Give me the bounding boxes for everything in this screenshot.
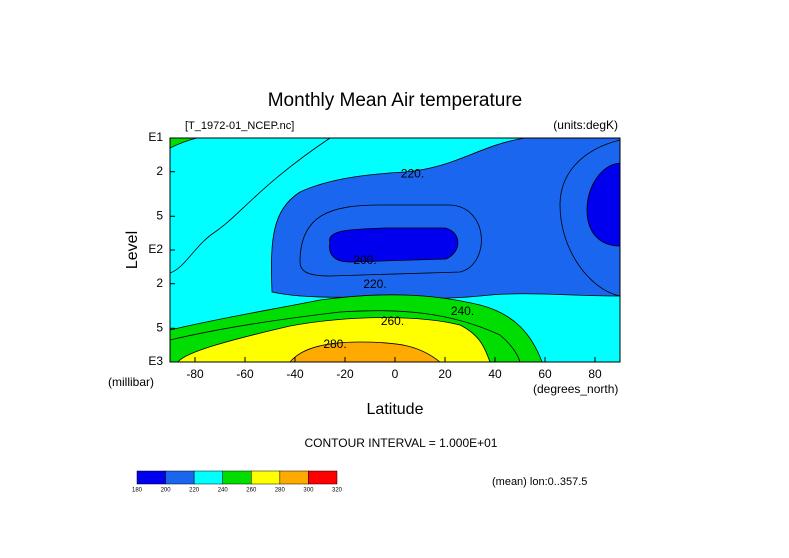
colorbar-box [279,470,309,485]
colorbar-box [308,470,338,485]
x-axis-label: Latitude [367,401,424,418]
y-tick-label: E3 [148,354,163,368]
colorbar-box [165,470,195,485]
contour-label: 280. [323,337,346,351]
contour-label: 220. [401,166,424,180]
contour-label: 260. [381,314,404,328]
y-axis-label: Level [124,231,141,269]
colorbar-box [222,470,252,485]
y-tick-label: 2 [156,276,163,290]
units-label: (units:degK) [553,118,618,132]
x-tick-label: 20 [438,367,452,381]
colorbar-label: 220 [189,488,200,494]
x-tick-label: 80 [588,367,602,381]
colorbar-label: 200 [161,488,172,494]
x-tick-label: -80 [186,367,204,381]
contour-line [559,139,621,297]
contour-interval: CONTOUR INTERVAL = 1.000E+01 [305,436,498,450]
contour-line [169,137,331,274]
footer-note: (mean) lon:0..357.5 [492,476,587,488]
colorbar-label: 180 [132,488,143,494]
field-region [586,162,621,247]
file-label: [T_1972-01_NCEP.nc] [185,120,294,132]
colorbar-box [251,470,281,485]
contour-label: 240. [451,304,474,318]
x-tick-label: 0 [392,367,399,381]
y-tick-label: 5 [156,208,163,222]
x-tick-label: 60 [538,367,552,381]
field-region [329,227,459,263]
x-tick-label: -40 [286,367,304,381]
x-tick-label: -20 [336,367,354,381]
colorbar-label: 280 [275,488,286,494]
y-tick-label: E2 [148,242,163,256]
x-units: (degrees_north) [533,382,618,396]
contour-line [169,310,521,363]
y-tick-label: 5 [156,320,163,334]
contour-label: 220. [363,277,386,291]
chart-title: Monthly Mean Air temperature [268,90,523,111]
contour-line [299,204,482,277]
plot-area [169,137,621,363]
colorbar-label: 320 [332,488,343,494]
x-tick-label: -60 [236,367,254,381]
field-region [289,341,442,363]
contour-label: 200. [353,253,376,267]
colorbar-label: 300 [303,488,314,494]
y-units: (millibar) [108,375,154,389]
colorbar-box [193,470,223,485]
colorbar-label: 240 [218,488,229,494]
colorbar-box [136,470,166,485]
colorbar-label: 260 [246,488,257,494]
y-tick-label: 2 [156,164,163,178]
y-tick-label: E1 [148,130,163,144]
x-tick-label: 40 [488,367,502,381]
